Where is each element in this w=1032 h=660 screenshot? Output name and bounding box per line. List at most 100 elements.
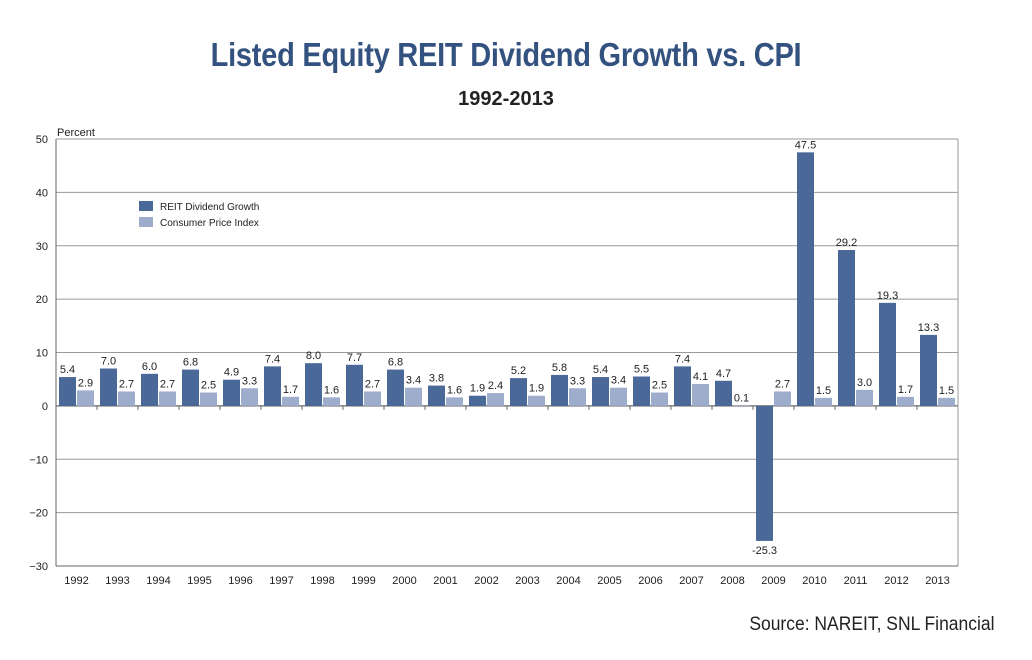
data-label: 5.2 (511, 365, 526, 377)
reit-bar (797, 152, 814, 406)
y-tick-label: 10 (36, 348, 48, 360)
reit-bar (100, 368, 117, 406)
reit-bar (551, 374, 568, 406)
data-label: 7.4 (675, 353, 690, 365)
data-label: 1.6 (324, 384, 339, 396)
reit-bar (305, 363, 322, 406)
reit-bar (264, 366, 281, 406)
data-label: 7.0 (101, 356, 116, 368)
data-label: 1.7 (283, 384, 298, 396)
x-tick-label: 1997 (269, 575, 293, 587)
x-tick-label: 1992 (64, 575, 88, 587)
cpi-bar (774, 391, 791, 406)
x-tick-label: 2012 (884, 575, 908, 587)
data-label: 6.8 (388, 357, 403, 369)
data-labels: 5.42.97.02.76.02.76.82.54.93.37.41.78.01… (60, 139, 954, 557)
bars-group (59, 152, 955, 541)
reit-bar (715, 380, 732, 406)
data-label: 0.1 (734, 392, 749, 404)
legend-swatch-cpi (139, 217, 153, 227)
cpi-bar (77, 390, 94, 406)
data-label: 2.7 (775, 378, 790, 390)
y-tick-label: −10 (29, 454, 48, 466)
cpi-bar (200, 392, 217, 406)
x-tick-label: 2005 (597, 575, 621, 587)
x-tick-label: 2013 (925, 575, 949, 587)
data-label: 1.9 (470, 383, 485, 395)
reit-bar (223, 379, 240, 406)
x-tick-label: 1993 (105, 575, 129, 587)
x-tick-label: 2007 (679, 575, 703, 587)
data-label: 2.7 (160, 378, 175, 390)
legend: REIT Dividend Growth Consumer Price Index (139, 201, 259, 229)
data-label: 3.3 (570, 375, 585, 387)
reit-bar (592, 377, 609, 406)
data-label: 5.4 (60, 364, 75, 376)
y-axis-label: Percent (57, 127, 95, 139)
data-label: 7.7 (347, 352, 362, 364)
cpi-bar (405, 387, 422, 406)
reit-bar (182, 369, 199, 406)
data-label: 1.5 (939, 385, 954, 397)
x-tick-label: 2009 (761, 575, 785, 587)
cpi-bar (815, 397, 832, 406)
data-label: 19.3 (877, 290, 898, 302)
data-label: 6.0 (142, 361, 157, 373)
cpi-bar (692, 383, 709, 406)
data-label: 5.5 (634, 364, 649, 376)
y-axis: 50 40 30 20 10 0 −10 −20 −30 (29, 134, 959, 573)
legend-swatch-reit (139, 201, 153, 211)
cpi-bar (118, 391, 135, 406)
data-label: 2.7 (119, 378, 134, 390)
y-tick-label: 20 (36, 294, 48, 306)
reit-bar (141, 373, 158, 406)
y-tick-label: −20 (29, 508, 48, 520)
source-note: Source: NAREIT, SNL Financial (748, 614, 994, 635)
y-tick-label: 40 (36, 187, 48, 199)
y-tick-label: 0 (42, 401, 48, 413)
data-label: 13.3 (918, 322, 939, 334)
data-label: 2.5 (201, 380, 216, 392)
legend-label: REIT Dividend Growth (160, 202, 259, 213)
reit-bar (838, 250, 855, 406)
reit-bar (920, 334, 937, 406)
x-tick-label: 2010 (802, 575, 826, 587)
data-label: 3.3 (242, 375, 257, 387)
x-tick-label: 2006 (638, 575, 662, 587)
data-label: 1.9 (529, 383, 544, 395)
x-tick-label: 2003 (515, 575, 539, 587)
x-tick-label: 2011 (844, 575, 868, 587)
data-label: 5.4 (593, 364, 608, 376)
data-label: -25.3 (752, 545, 777, 557)
data-label: 3.4 (611, 375, 626, 387)
data-label: 4.9 (224, 367, 239, 379)
legend-label: Consumer Price Index (160, 218, 259, 229)
x-axis: 1992 1993 1994 1995 1996 1997 1998 1999 2000 2001… (56, 405, 958, 587)
cpi-bar (241, 388, 258, 406)
cpi-bar (528, 395, 545, 406)
data-label: 4.7 (716, 368, 731, 380)
data-label: 8.0 (306, 350, 321, 362)
reit-bar (469, 395, 486, 406)
reit-bar (428, 385, 445, 406)
data-label: 7.4 (265, 353, 280, 365)
chart-title: Listed Equity REIT Dividend Growth vs. C… (210, 36, 802, 73)
x-tick-label: 1994 (146, 575, 170, 587)
x-tick-label: 2008 (720, 575, 744, 587)
data-label: 29.2 (836, 237, 857, 249)
cpi-bar (159, 391, 176, 406)
data-label: 1.6 (447, 384, 462, 396)
x-tick-label: 2004 (556, 575, 580, 587)
cpi-bar (897, 396, 914, 406)
x-tick-label: 2002 (474, 575, 498, 587)
cpi-bar (487, 393, 504, 406)
data-label: 2.7 (365, 378, 380, 390)
data-label: 1.7 (898, 384, 913, 396)
cpi-bar (733, 405, 750, 406)
y-tick-label: 30 (36, 241, 48, 253)
reit-bar (510, 378, 527, 406)
cpi-bar (323, 397, 340, 406)
reit-bar (756, 405, 773, 541)
reit-bar (879, 302, 896, 406)
